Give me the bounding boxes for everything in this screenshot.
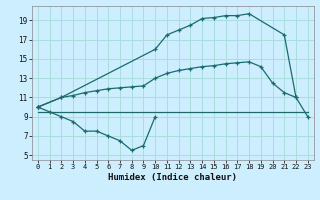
X-axis label: Humidex (Indice chaleur): Humidex (Indice chaleur) <box>108 173 237 182</box>
